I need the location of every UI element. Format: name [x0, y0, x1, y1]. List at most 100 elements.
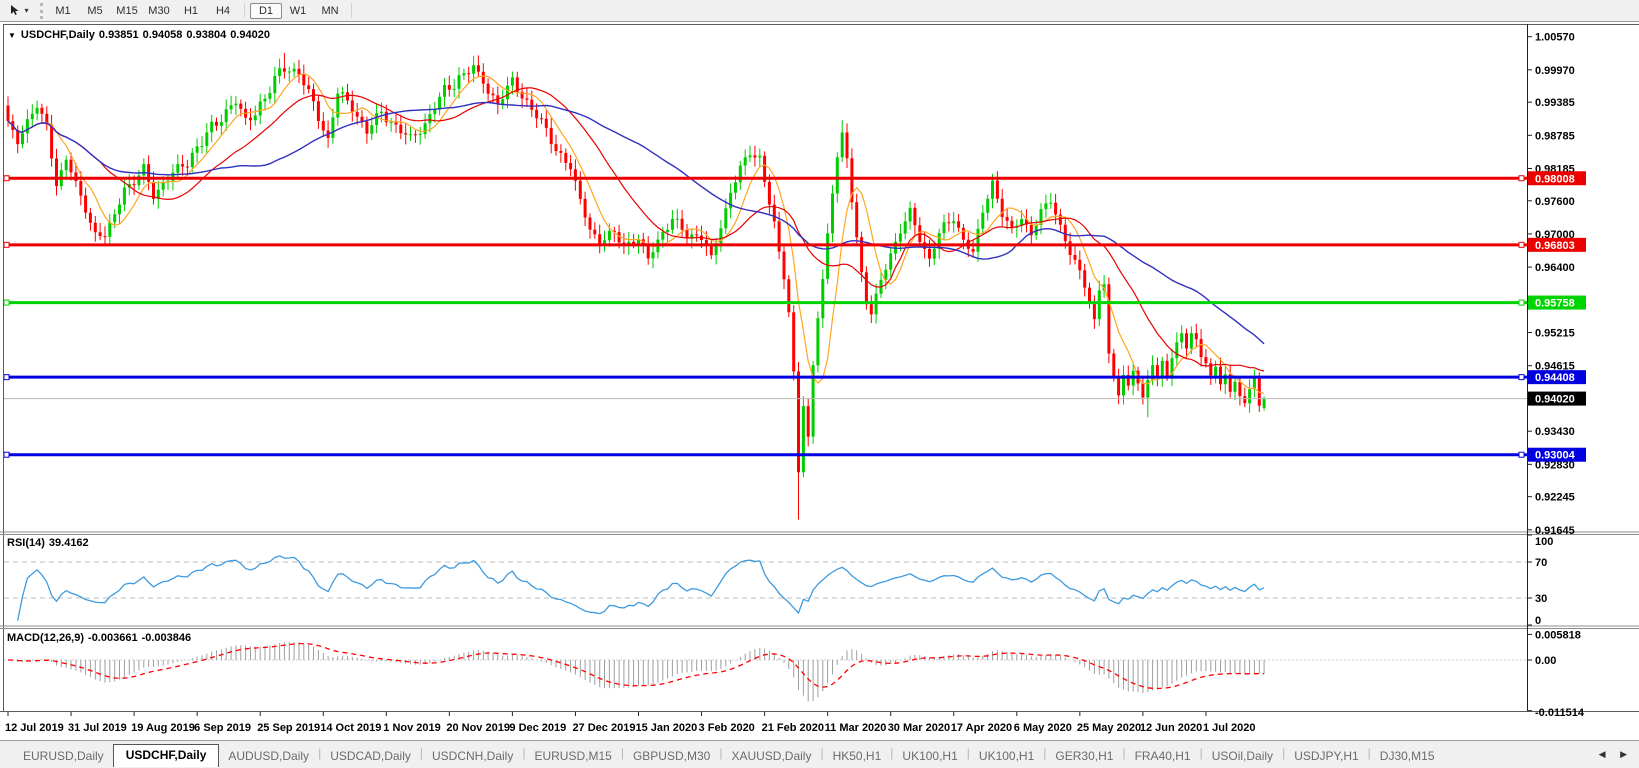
timeframe-button-M15[interactable]: M15 — [116, 4, 138, 17]
timeframe-button-MN[interactable]: MN — [321, 4, 339, 17]
price-tick-label: 0.92245 — [1535, 492, 1575, 504]
price-badge — [1528, 391, 1586, 406]
price-badge-label: 0.98008 — [1535, 173, 1575, 185]
tab-UK100-H1[interactable]: UK100,H1 — [902, 749, 958, 763]
timeframe-button-H1[interactable]: H1 — [183, 4, 199, 17]
tab-AUDUSD-Daily[interactable]: AUDUSD,Daily — [228, 749, 310, 763]
chart-dropdown-icon[interactable]: ▼ — [8, 31, 16, 40]
timeframe-toolbar: M1 M5 M15 M30 H1 H4 D1 W1 MN — [47, 0, 357, 21]
price-tick-label: 0.92830 — [1535, 459, 1575, 471]
price-tick-label: 0.99970 — [1535, 65, 1575, 77]
hline-handle[interactable] — [3, 175, 10, 182]
macd-signal-line[interactable] — [7, 642, 1265, 690]
tab-HK50-H1[interactable]: HK50,H1 — [832, 749, 882, 763]
tab-GBPUSD-M30[interactable]: GBPUSD,M30 — [632, 749, 711, 763]
rsi-value: 39.4162 — [48, 537, 89, 549]
tab-USDJPY-H1[interactable]: USDJPY,H1 — [1294, 749, 1359, 763]
ma-slow-line[interactable] — [7, 101, 1265, 345]
date-label: 20 Nov 2019 — [446, 722, 510, 734]
ma-mid-line[interactable] — [7, 87, 1265, 372]
date-label: 30 Mar 2020 — [888, 722, 950, 734]
price-tick-label: 0.97600 — [1535, 196, 1575, 208]
price-badge — [1528, 447, 1586, 462]
timeframe-button-W1[interactable]: W1 — [289, 4, 307, 17]
chart-canvas[interactable]: 1.005700.999700.993850.987850.981850.976… — [0, 22, 1639, 740]
hline-handle[interactable] — [1518, 451, 1525, 458]
price-tick-label: 0.93430 — [1535, 426, 1575, 438]
tab-GER30-H1[interactable]: GER30,H1 — [1055, 749, 1114, 763]
time-axis[interactable]: 12 Jul 2019 31 Jul 2019 19 Aug 2019 6 Sep 2… — [5, 712, 1256, 734]
tab-USDCNH-Daily[interactable]: USDCNH,Daily — [432, 749, 514, 763]
price-badge-label: 0.95758 — [1535, 298, 1575, 310]
date-label: 12 Jun 2020 — [1140, 722, 1202, 734]
price-badge-label: 0.96803 — [1535, 240, 1575, 252]
date-label: 9 Dec 2019 — [509, 722, 566, 734]
tabs-scroll-left-icon[interactable]: ◀ — [1598, 749, 1606, 759]
date-label: 11 Mar 2020 — [825, 722, 887, 734]
tab-separator: | — [1043, 746, 1047, 760]
ohlc-high: 0.94058 — [142, 29, 183, 41]
toolbar-grip — [40, 2, 43, 19]
timeframe-button-D1[interactable]: D1 — [250, 2, 282, 19]
tab-separator: | — [890, 746, 894, 760]
tab-separator: | — [719, 746, 723, 760]
hline-handle[interactable] — [1518, 241, 1525, 248]
rsi-line[interactable] — [17, 555, 1265, 621]
price-tick-label: 0.95215 — [1535, 328, 1575, 340]
date-label: 12 Jul 2019 — [5, 722, 64, 734]
ohlc-close: 0.94020 — [230, 29, 270, 41]
date-label: 14 Oct 2019 — [320, 722, 381, 734]
date-label: 31 Jul 2019 — [68, 722, 127, 734]
price-badge — [1528, 171, 1586, 186]
date-label: 6 May 2020 — [1014, 722, 1072, 734]
tab-EURUSD-Daily[interactable]: EURUSD,Daily — [23, 749, 104, 763]
tab-DJ30-M15[interactable]: DJ30,M15 — [1379, 749, 1435, 763]
date-label: 6 Sep 2019 — [194, 722, 251, 734]
date-label: 3 Feb 2020 — [699, 722, 755, 734]
tab-USDCHF-Daily[interactable]: USDCHF,Daily — [112, 744, 220, 767]
tab-UK100-H1[interactable]: UK100,H1 — [978, 749, 1035, 763]
tab-XAUUSD-Daily[interactable]: XAUUSD,Daily — [731, 749, 812, 763]
ma-fast-line[interactable] — [7, 73, 1265, 394]
price-tick-label: 0.98785 — [1535, 130, 1575, 142]
tab-USOil-Daily[interactable]: USOil,Daily — [1211, 749, 1274, 763]
tab-separator: | — [820, 746, 824, 760]
hline-handle[interactable] — [1518, 175, 1525, 182]
ohlc-low: 0.93804 — [186, 29, 227, 41]
tab-EURUSD-M15[interactable]: EURUSD,M15 — [534, 749, 612, 763]
rsi-axis[interactable]: 100 70 30 0 — [1527, 534, 1553, 627]
tab-separator: | — [1199, 746, 1203, 760]
macd-indicator-label: MACD(12,26,9) -0.003661 -0.003846 — [7, 632, 195, 644]
chart-cursor-icon[interactable]: ▾ — [4, 2, 34, 20]
price-badge — [1528, 237, 1586, 252]
timeframe-button-M5[interactable]: M5 — [87, 4, 103, 17]
tab-FRA40-H1[interactable]: FRA40,H1 — [1134, 749, 1191, 763]
hline-handle[interactable] — [3, 374, 10, 381]
rsi-tick-label: 100 — [1535, 536, 1553, 548]
price-tick-label: 0.96400 — [1535, 262, 1575, 274]
hline-handle[interactable] — [1518, 299, 1525, 306]
chart-window[interactable]: 1.00570 0.99970 0.99385 0.98785 0.98185 0.976… — [0, 22, 1639, 740]
hline-handle[interactable] — [3, 299, 10, 306]
rsi-tick-label: 0 — [1535, 615, 1541, 627]
hline-handle[interactable] — [3, 451, 10, 458]
price-tick-label: 0.99385 — [1535, 97, 1575, 109]
price-badge-label: 0.94408 — [1535, 372, 1575, 384]
timeframe-button-M1[interactable]: M1 — [55, 4, 71, 17]
macd-tick-label: -0.011514 — [1535, 707, 1585, 719]
tabs-scroll-right-icon[interactable]: ▶ — [1620, 749, 1627, 759]
cursor-arrow-icon — [11, 5, 20, 15]
timeframe-button-H4[interactable]: H4 — [215, 4, 231, 17]
price-axis[interactable]: 1.005700.999700.993850.987850.981850.976… — [1527, 32, 1586, 537]
macd-tick-label: 0.005818 — [1535, 629, 1581, 641]
hline-handle[interactable] — [3, 241, 10, 248]
macd-axis[interactable]: 0.005818 0.00 -0.011514 — [1527, 629, 1585, 719]
tab-USDCAD-Daily[interactable]: USDCAD,Daily — [330, 749, 411, 763]
hline-handle[interactable] — [1518, 374, 1525, 381]
tab-separator: | — [1122, 746, 1126, 760]
macd-bars — [12, 641, 1265, 702]
rsi-name: RSI(14) — [7, 537, 45, 549]
macd-histogram[interactable] — [8, 641, 1265, 702]
date-label: 19 Aug 2019 — [131, 722, 195, 734]
timeframe-button-M30[interactable]: M30 — [148, 4, 170, 17]
